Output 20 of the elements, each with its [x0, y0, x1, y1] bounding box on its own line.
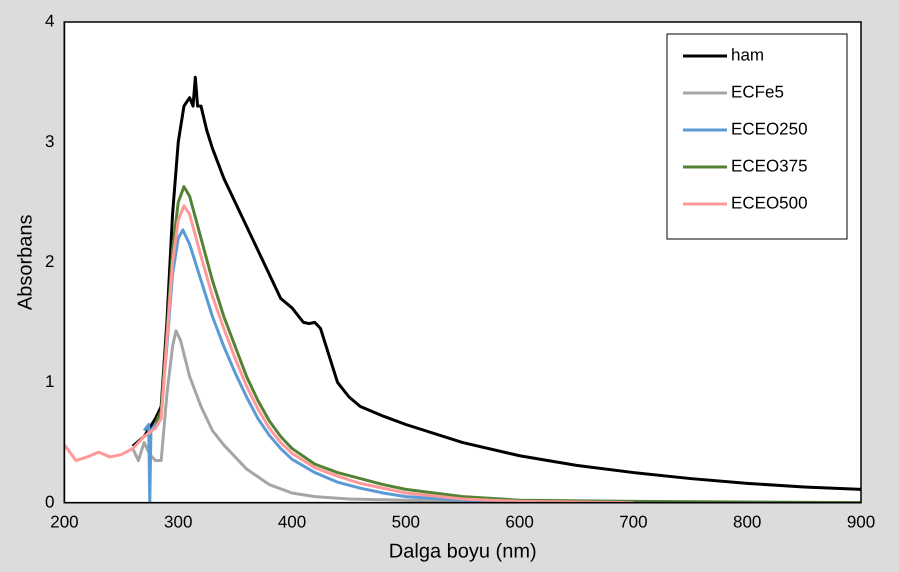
y-tick-label: 4 — [44, 12, 54, 31]
x-tick-label: 700 — [619, 512, 648, 532]
x-axis-title: Dalga boyu (nm) — [388, 540, 537, 563]
x-tick-label: 900 — [846, 512, 876, 532]
legend-label: ECFe5 — [731, 82, 784, 102]
legend-label: ECEO375 — [731, 156, 808, 176]
x-tick-label: 600 — [505, 512, 534, 532]
x-tick-label: 300 — [164, 512, 192, 532]
y-axis-title: Absorbans — [14, 214, 37, 310]
y-tick-label: 0 — [44, 492, 54, 512]
x-tick-label: 400 — [278, 512, 306, 532]
y-tick-label: 3 — [44, 132, 54, 151]
x-tick-label: 800 — [733, 512, 762, 532]
legend-label: ECEO250 — [731, 120, 808, 139]
legend-label: ham — [731, 46, 764, 65]
y-tick-label: 1 — [44, 372, 54, 392]
legend-label: ECEO500 — [731, 194, 808, 213]
x-tick-label: 500 — [392, 512, 420, 532]
y-tick-label: 2 — [44, 252, 54, 271]
x-tick-label: 200 — [50, 512, 79, 532]
